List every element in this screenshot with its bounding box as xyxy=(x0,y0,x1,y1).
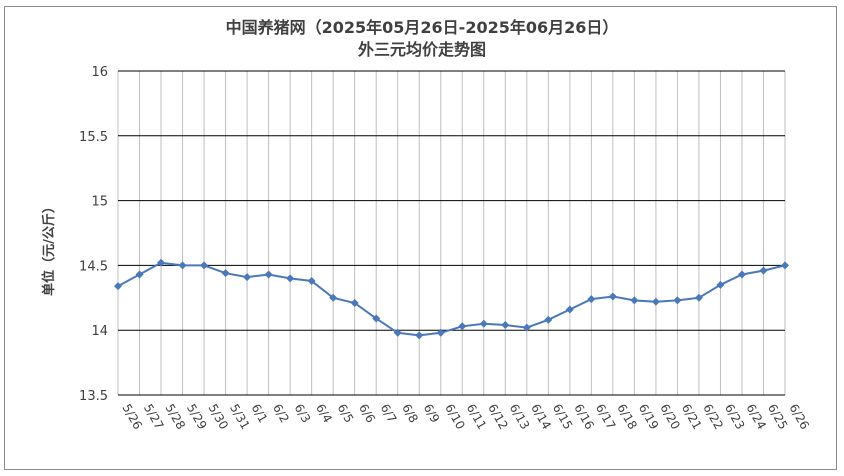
data-point xyxy=(436,328,445,337)
x-tick-label: 6/20 xyxy=(657,402,683,432)
data-point xyxy=(522,323,531,332)
data-point xyxy=(587,295,596,304)
x-tick-label: 6/4 xyxy=(313,402,335,426)
data-point xyxy=(135,270,144,279)
chart-frame xyxy=(4,6,837,470)
data-point xyxy=(329,293,338,302)
data-point xyxy=(781,261,789,270)
x-tick-label: 6/8 xyxy=(399,402,421,426)
data-point xyxy=(608,292,617,301)
y-tick-label: 15.5 xyxy=(79,130,108,145)
x-tick-label: 6/17 xyxy=(593,402,619,432)
x-tick-label: 6/9 xyxy=(421,402,443,426)
x-tick-label: 6/26 xyxy=(786,402,812,432)
y-tick-label: 13.5 xyxy=(79,389,108,404)
x-tick-label: 5/30 xyxy=(205,402,231,432)
y-tick-label: 14.5 xyxy=(79,259,108,274)
data-point xyxy=(501,321,510,330)
data-point xyxy=(221,269,230,278)
chart-subtitle: 外三元均价走势图 xyxy=(357,40,486,59)
y-tick-label: 14 xyxy=(91,324,108,339)
data-point xyxy=(630,296,639,305)
x-tick-label: 6/21 xyxy=(679,402,705,432)
data-point xyxy=(200,261,209,270)
x-tick-label: 6/25 xyxy=(765,402,791,432)
x-tick-label: 5/27 xyxy=(141,402,167,432)
x-tick-label: 6/11 xyxy=(464,402,490,432)
x-tick-label: 6/2 xyxy=(270,402,292,426)
data-point xyxy=(372,314,381,323)
data-point xyxy=(286,274,295,283)
data-point xyxy=(651,297,660,306)
data-point xyxy=(264,270,273,279)
data-point xyxy=(307,276,316,285)
x-tick-label: 6/5 xyxy=(335,402,357,426)
data-point xyxy=(393,328,402,337)
y-tick-label: 16 xyxy=(91,65,108,80)
x-tick-label: 6/6 xyxy=(356,402,378,426)
x-tick-label: 5/31 xyxy=(227,402,253,432)
data-point xyxy=(458,322,467,331)
data-point xyxy=(178,261,187,270)
data-point xyxy=(565,305,574,314)
x-tick-label: 6/22 xyxy=(700,402,726,432)
x-tick-label: 6/16 xyxy=(571,402,597,432)
data-point xyxy=(544,315,553,324)
y-tick-label: 15 xyxy=(91,195,108,210)
x-tick-label: 6/19 xyxy=(636,402,662,432)
x-tick-label: 6/14 xyxy=(528,402,554,432)
data-point xyxy=(243,273,252,282)
x-tick-label: 6/7 xyxy=(378,402,400,426)
x-tick-label: 6/3 xyxy=(292,402,314,426)
data-point xyxy=(694,293,703,302)
data-point xyxy=(716,280,725,289)
data-point xyxy=(415,331,424,340)
x-tick-label: 6/18 xyxy=(614,402,640,432)
chart-title: 中国养猪网（2025年05月26日-2025年06月26日） xyxy=(225,18,619,37)
x-tick-label: 6/10 xyxy=(442,402,468,432)
data-point xyxy=(350,298,359,307)
x-tick-label: 5/29 xyxy=(184,402,210,432)
data-point xyxy=(737,270,746,279)
x-tick-label: 5/28 xyxy=(162,402,188,432)
x-tick-label: 6/13 xyxy=(507,402,533,432)
x-tick-label: 6/23 xyxy=(722,402,748,432)
data-point xyxy=(673,296,682,305)
data-point xyxy=(479,319,488,328)
x-tick-label: 6/24 xyxy=(743,402,769,432)
data-point xyxy=(114,282,122,291)
x-tick-label: 6/15 xyxy=(550,402,576,432)
data-point xyxy=(759,266,768,275)
series-line xyxy=(117,261,786,337)
x-tick-label: 6/12 xyxy=(485,402,511,432)
x-tick-label: 5/26 xyxy=(119,402,145,432)
data-point xyxy=(157,258,166,267)
